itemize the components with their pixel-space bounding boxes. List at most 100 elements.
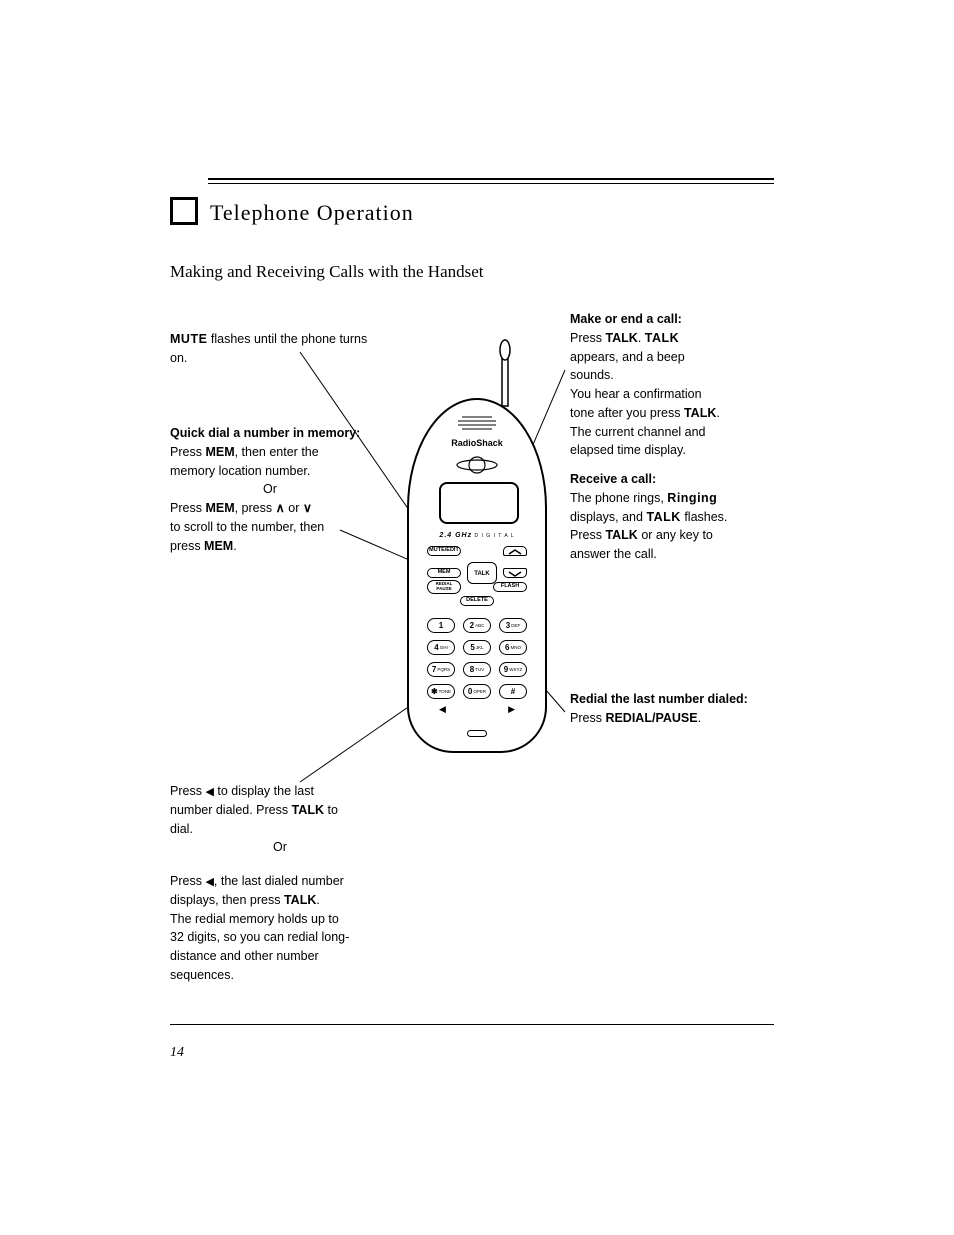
t: The redial memory holds up to — [170, 910, 400, 929]
t: tone after you press — [570, 406, 684, 420]
t: . — [698, 711, 701, 725]
section-title: Telephone Operation — [210, 200, 414, 226]
right-key-icon: ▶ — [508, 704, 515, 715]
callout-redial: Redial the last number dialed: Press RED… — [570, 690, 780, 728]
left-key-icon: ◀ — [439, 704, 446, 715]
t: displays, and — [570, 510, 646, 524]
l2: number dialed. Press TALK to — [170, 801, 390, 820]
up-button — [503, 546, 527, 556]
key-digit: 4 — [434, 643, 438, 652]
key-8: 8TUV — [463, 662, 491, 677]
mem-line4: Press MEM, press ∧ or ∨ — [170, 499, 370, 518]
key-digit: 1 — [439, 621, 443, 630]
key-4: 4GHI — [427, 640, 455, 655]
t: Press — [170, 445, 205, 459]
btn: MEM — [205, 445, 234, 459]
section-bullet-icon — [170, 197, 198, 225]
key-7: 7PQRS — [427, 662, 455, 677]
manual-page: Telephone Operation Making and Receiving… — [0, 0, 954, 1235]
t: memory location number. — [170, 462, 370, 481]
callout-left1: Press ◀ to display the last number diale… — [170, 782, 390, 857]
key-digit: 7 — [432, 665, 436, 674]
delete-button: DELETE — [460, 596, 494, 606]
flash-button: FLASH — [493, 582, 527, 592]
btn: TALK — [605, 528, 637, 542]
left-arrow-icon: ◀ — [205, 786, 213, 798]
t: The phone rings, — [570, 491, 667, 505]
left-arrow-icon: ◀ — [205, 876, 213, 888]
t: sequences. — [170, 966, 400, 985]
mute-label: MUTE — [170, 332, 207, 346]
bottom-rule — [170, 1024, 774, 1025]
mem-button: MEM — [427, 568, 461, 578]
t: flashes. — [681, 510, 728, 524]
key-letters: GHI — [440, 645, 448, 650]
callout-mute: MUTE flashes until the phone turns on. — [170, 330, 380, 368]
t: , the last dialed number — [214, 874, 344, 888]
page-number: 14 — [170, 1045, 184, 1061]
t: elapsed time display. — [570, 441, 770, 460]
t: . — [716, 406, 719, 420]
t: to — [324, 803, 338, 817]
l1: Press REDIAL/PAUSE. — [570, 709, 780, 728]
key-digit: 0 — [468, 687, 472, 696]
t: displays, then press — [170, 893, 284, 907]
btn: MEM — [205, 501, 234, 515]
mute-edit-button: MUTE/EDIT — [427, 546, 461, 556]
t: 32 digits, so you can redial long- — [170, 928, 400, 947]
heading: Receive a call: — [570, 470, 770, 489]
l1: Press ◀ to display the last — [170, 782, 390, 801]
logo-icon — [455, 454, 499, 476]
t: answer the call. — [570, 545, 770, 564]
btn: ∨ — [303, 501, 312, 515]
t: Press — [170, 874, 205, 888]
key-digit: 8 — [470, 665, 474, 674]
ui: TALK — [646, 510, 680, 524]
callout-mem: Quick dial a number in memory: Press MEM… — [170, 424, 370, 555]
key-✱: ✱TONE — [427, 684, 455, 699]
t: dial. — [170, 820, 390, 839]
mem-heading: Quick dial a number in memory: — [170, 424, 370, 443]
key-letters: JKL — [476, 645, 484, 650]
key-letters: PQRS — [437, 667, 450, 672]
btn: ∧ — [276, 501, 285, 515]
key-digit: ✱ — [431, 687, 438, 696]
key-#: # — [499, 684, 527, 699]
t: , press — [235, 501, 276, 515]
microphone-icon — [467, 730, 487, 737]
btn: TALK — [284, 893, 316, 907]
key-letters: TUV — [475, 667, 484, 672]
key-5: 5JKL — [463, 640, 491, 655]
t: Press — [570, 711, 605, 725]
ui: Ringing — [667, 491, 717, 505]
t: , then enter the — [235, 445, 319, 459]
key-letters: WXYZ — [509, 667, 522, 672]
nav-arrows: ◀ ▶ — [439, 704, 515, 715]
t: Press — [170, 501, 205, 515]
key-letters: DEF — [511, 623, 520, 628]
key-letters: TONE — [439, 689, 451, 694]
key-3: 3DEF — [499, 618, 527, 633]
s1: The phone rings, Ringing — [570, 489, 770, 508]
key-letters: MNO — [510, 645, 521, 650]
lcd-screen — [439, 482, 519, 524]
earpiece-icon — [452, 414, 502, 432]
redial-pause-button: REDIAL PAUSE — [427, 580, 461, 594]
phone-body: RadioShack 2.4 GHz D I G I T A L MUTE/ED… — [407, 398, 547, 753]
section-subtitle: Making and Receiving Calls with the Hand… — [170, 262, 484, 282]
heading: Make or end a call: — [570, 310, 770, 329]
t: distance and other number — [170, 947, 400, 966]
brand-label: RadioShack — [409, 438, 545, 448]
mem-line6: press MEM. — [170, 537, 370, 556]
t: . — [638, 331, 645, 345]
key-digit: 6 — [505, 643, 509, 652]
key-digit: 5 — [470, 643, 474, 652]
key-2: 2ABC — [463, 618, 491, 633]
keypad-row: ✱TONE 0OPER # — [427, 684, 527, 699]
t: The current channel and — [570, 423, 770, 442]
key-letters: OPER — [473, 689, 486, 694]
key-letters: ABC — [475, 623, 484, 628]
mem-line1: Press MEM, then enter the — [170, 443, 370, 462]
down-button — [503, 568, 527, 578]
top-rule — [208, 178, 774, 184]
